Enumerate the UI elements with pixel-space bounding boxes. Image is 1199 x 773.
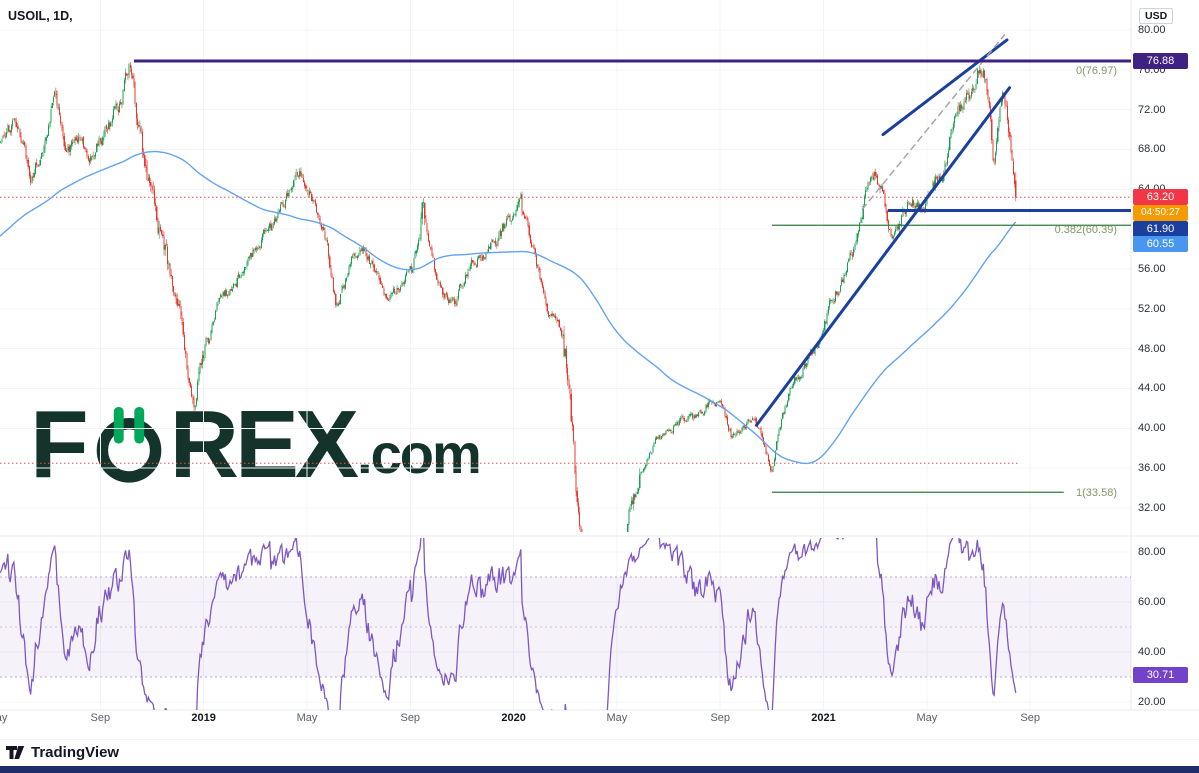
price-axis-label: 72.00 — [1138, 103, 1166, 116]
tradingview-brand[interactable]: TradingView — [31, 744, 120, 761]
price-tag: 60.55 — [1133, 236, 1188, 252]
time-axis-label: 2021 — [811, 712, 836, 724]
footer: TradingView — [6, 743, 119, 762]
watermark-letters-rex: REX — [169, 391, 359, 498]
fibonacci-level-label: 1(33.58) — [1076, 487, 1117, 499]
time-axis-label: 2020 — [501, 712, 526, 724]
time-axis-label: May — [606, 712, 628, 724]
price-axis-label: 80.00 — [1138, 24, 1166, 36]
price-axis-label: 68.00 — [1138, 143, 1166, 156]
time-axis-label: Sep — [400, 712, 421, 724]
fibonacci-level-label: 0(76.97) — [1076, 65, 1117, 77]
watermark-dotcom: .com — [357, 422, 482, 485]
price-tag: 61.90 — [1133, 221, 1188, 237]
price-tag: 63.20 — [1133, 189, 1188, 205]
currency-button[interactable]: USD — [1139, 8, 1174, 24]
tradingview-logo-icon[interactable] — [6, 743, 25, 762]
price-tag: 76.88 — [1133, 53, 1188, 69]
price-axis-label: 40.00 — [1138, 422, 1166, 435]
price-axis-label: 44.00 — [1138, 382, 1166, 395]
time-axis-label: Sep — [710, 712, 731, 724]
time-axis-label: Sep — [1020, 712, 1040, 724]
price-axis-label: 36.00 — [1138, 462, 1166, 475]
rsi-axis-label: 40.00 — [1138, 646, 1166, 658]
price-tag: 30.71 — [1133, 667, 1188, 683]
time-axis-label: 2019 — [191, 712, 216, 724]
symbol-title[interactable]: USOIL, 1D, — [8, 9, 73, 23]
rsi-axis-label: 60.00 — [1138, 596, 1166, 608]
bottom-accent-bar — [0, 766, 1199, 773]
price-axis-label: 56.00 — [1138, 262, 1166, 275]
time-axis-label: May — [296, 712, 318, 724]
time-axis-label: Sep — [90, 712, 111, 724]
price-axis-label: 48.00 — [1138, 342, 1166, 355]
plug-o-icon — [96, 407, 161, 483]
forex-logo-watermark: F REX .com — [30, 391, 482, 498]
price-tag: 04:50:27 — [1133, 205, 1188, 221]
fibonacci-level-label: 0.382(60.39) — [1054, 224, 1117, 236]
price-axis-label: 32.00 — [1138, 501, 1166, 514]
price-axis-label: 52.00 — [1138, 302, 1166, 315]
time-axis-label: May — [0, 712, 8, 724]
time-axis-label: May — [916, 712, 938, 724]
rsi-axis-label: 80.00 — [1138, 546, 1166, 558]
watermark-letter-f: F — [30, 391, 89, 498]
chart-canvas[interactable] — [0, 0, 1199, 740]
rsi-axis-label: 20.00 — [1138, 696, 1166, 708]
